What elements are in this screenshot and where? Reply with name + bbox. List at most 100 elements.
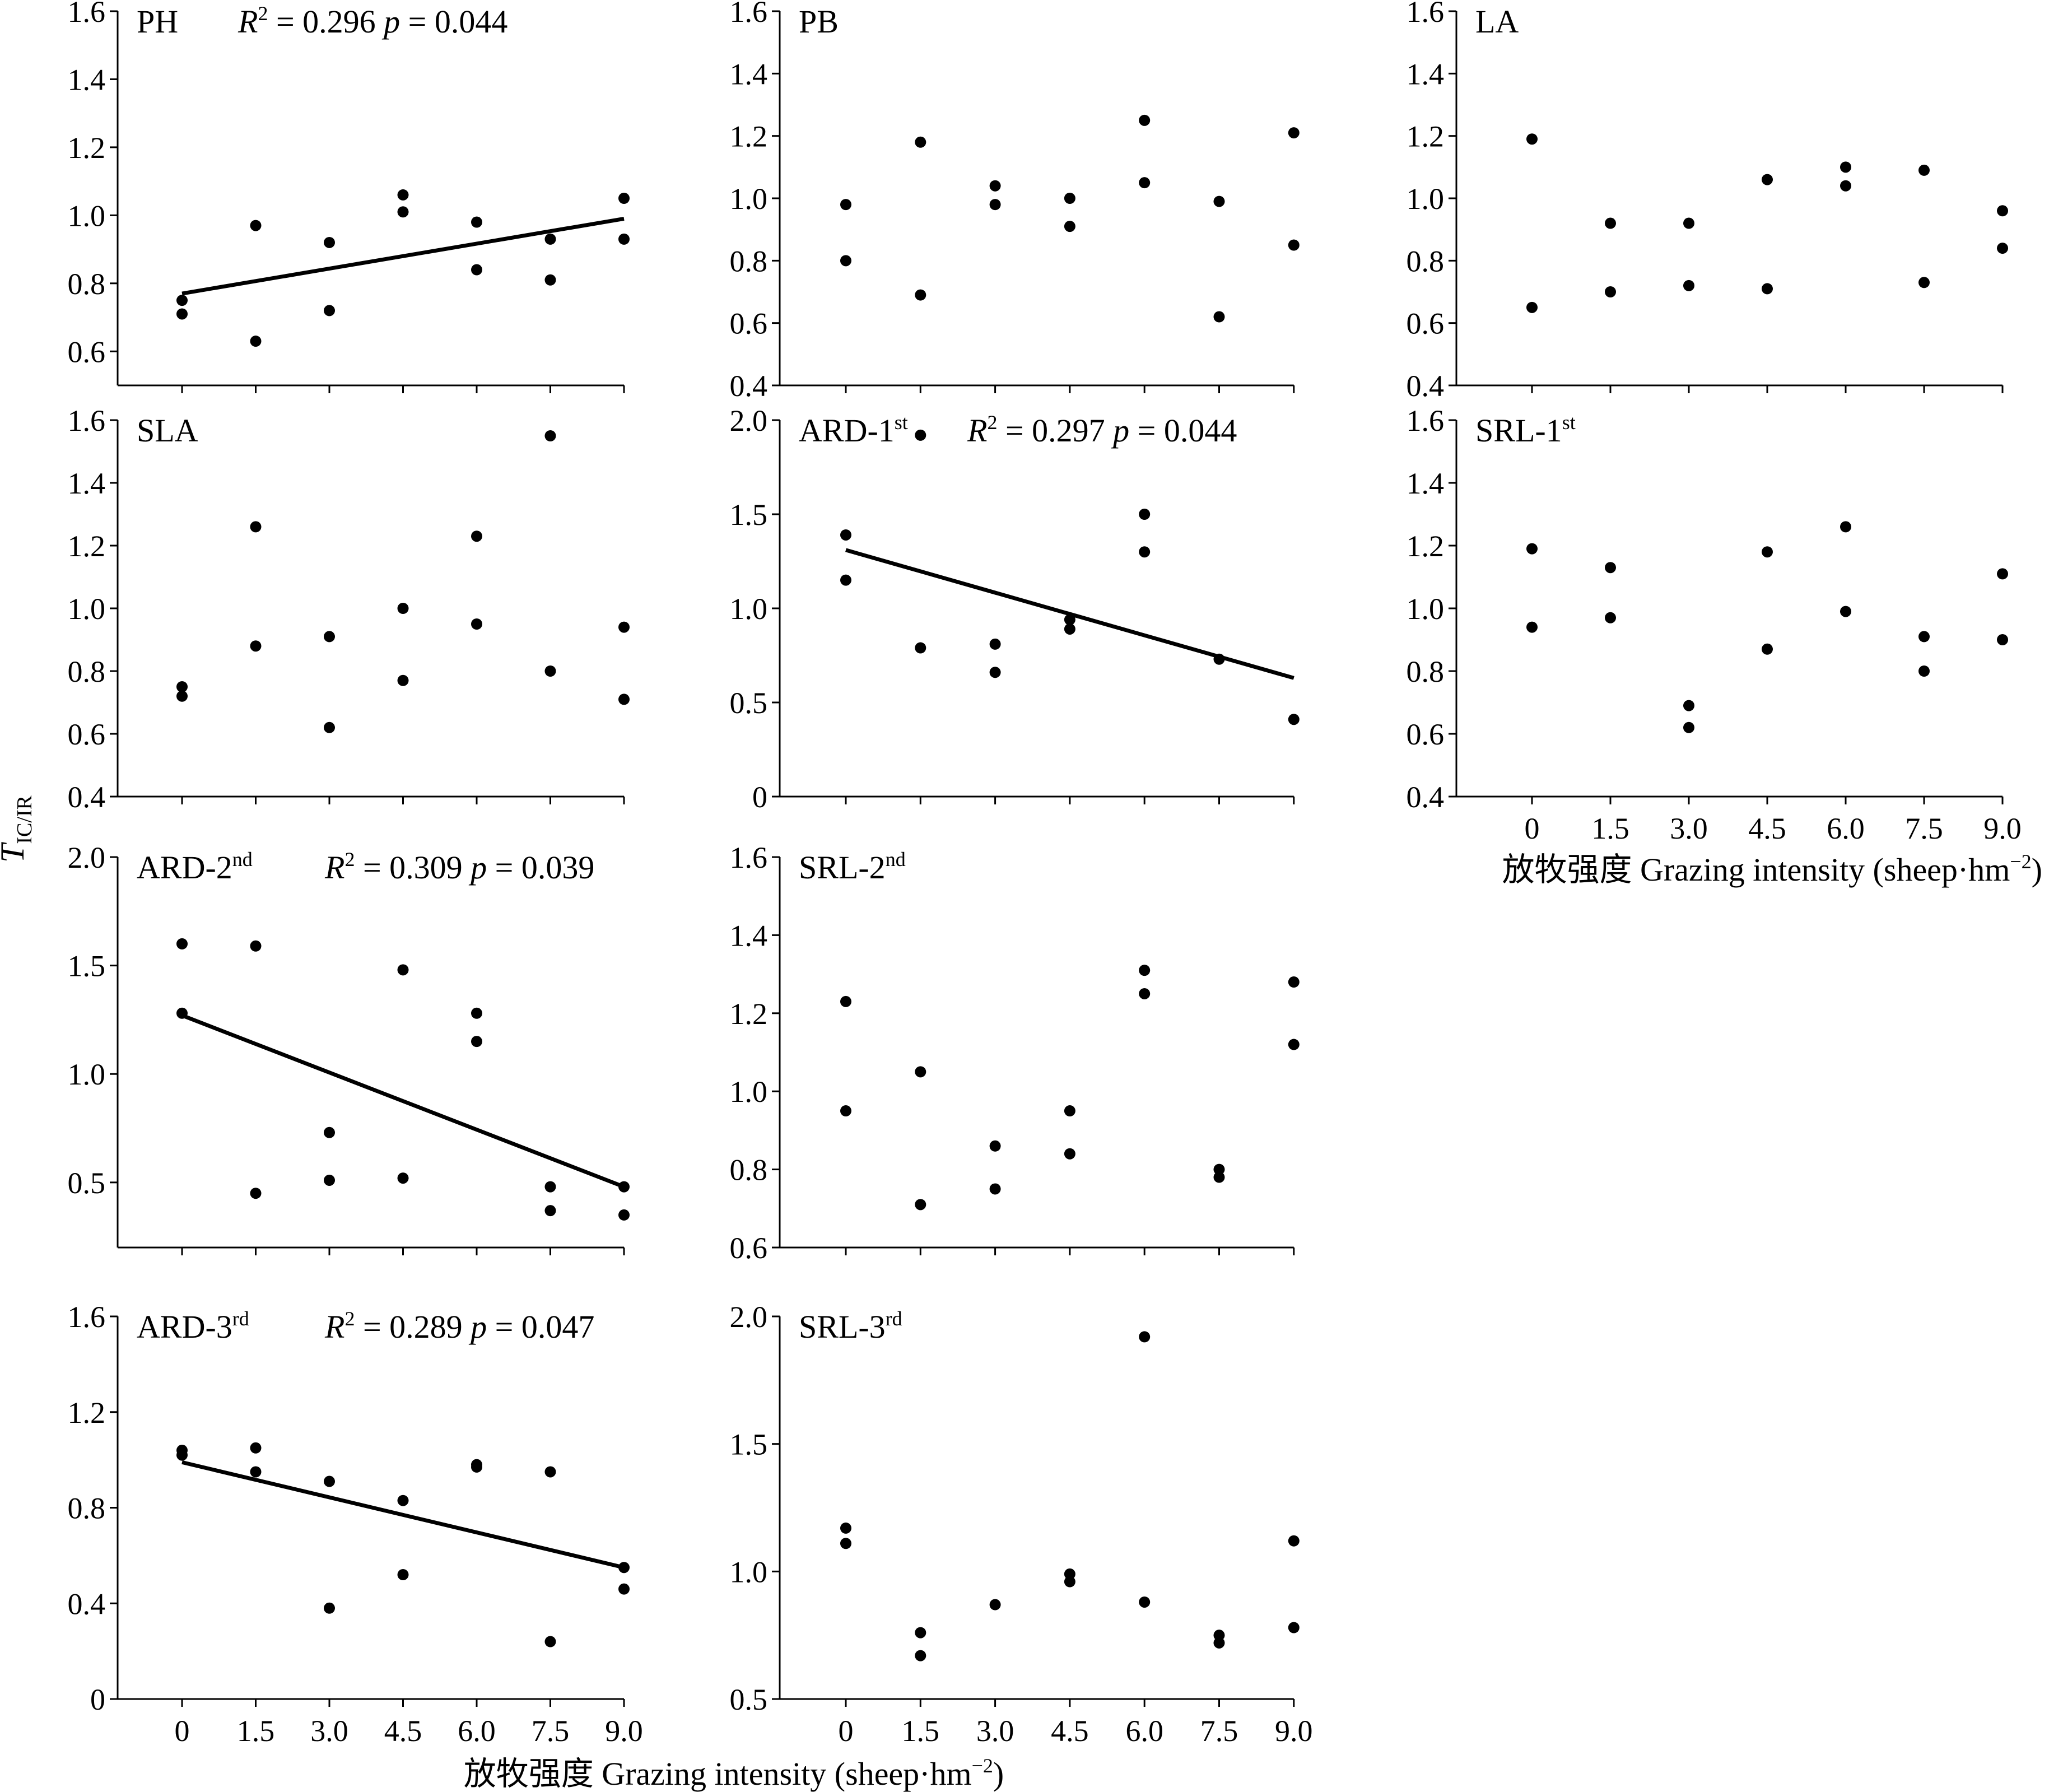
data-point: [1605, 217, 1616, 229]
fit-statistics: R2 = 0.309 p = 0.039: [324, 848, 594, 886]
data-point: [1918, 164, 1930, 176]
x-tick-label: 6.0: [1827, 812, 1865, 845]
data-point: [250, 1466, 262, 1478]
data-point: [1605, 286, 1616, 297]
y-tick-label: 0.4: [68, 1587, 106, 1621]
x-tick-label: 7.5: [532, 1714, 570, 1748]
y-tick-label: 0.6: [68, 718, 106, 751]
panel-label: SRL-1st: [1475, 411, 1576, 449]
data-point: [397, 1569, 409, 1581]
data-point: [1139, 965, 1151, 976]
data-point: [1213, 1163, 1225, 1175]
data-point: [1762, 174, 1773, 185]
data-point: [544, 665, 556, 677]
x-tick-label: 0: [839, 1714, 854, 1748]
data-point: [1526, 543, 1538, 555]
data-point: [1213, 1171, 1225, 1183]
data-point: [1918, 631, 1930, 643]
data-point: [1683, 700, 1694, 711]
data-point: [250, 220, 262, 231]
y-axis-title-main: T: [0, 842, 31, 863]
x-axis-title-right: 放牧强度 Grazing intensity (sheep·hm−2): [1502, 850, 2042, 888]
panel-label: ARD-2nd: [137, 848, 253, 886]
y-tick-label: 1.0: [730, 182, 768, 216]
y-tick-label: 1.2: [68, 529, 106, 563]
data-point: [250, 336, 262, 347]
y-tick-label: 0.8: [68, 267, 106, 301]
data-point: [397, 189, 409, 201]
data-point: [915, 1627, 926, 1639]
y-tick-label: 0.8: [730, 244, 768, 278]
regression-line: [845, 548, 1294, 680]
y-tick-label: 1.4: [1407, 57, 1445, 91]
data-point: [544, 1636, 556, 1647]
data-point: [397, 1495, 409, 1506]
data-point: [1288, 1039, 1300, 1050]
x-tick-label: 3.0: [976, 1714, 1014, 1748]
y-tick-label: 1.0: [730, 1075, 768, 1109]
y-tick-label: 1.4: [730, 919, 768, 952]
y-tick-label: 0.5: [730, 1683, 768, 1716]
data-point: [471, 1036, 482, 1048]
x-axis-title-bottom: 放牧强度 Grazing intensity (sheep·hm−2): [464, 1754, 1004, 1792]
data-point: [989, 1183, 1001, 1195]
y-tick-label: 1.0: [68, 1058, 106, 1091]
data-point: [915, 289, 926, 301]
y-tick-label: 1.0: [68, 592, 106, 626]
data-point: [471, 1007, 482, 1019]
data-point: [989, 1599, 1001, 1611]
data-point: [1997, 243, 2008, 254]
y-tick-label: 0.5: [68, 1166, 106, 1200]
data-point: [324, 722, 335, 733]
y-tick-label: 1.2: [68, 131, 106, 165]
y-tick-label: 1.2: [68, 1396, 106, 1430]
data-point: [544, 430, 556, 441]
y-axis-title: TIC/IR: [0, 795, 36, 863]
data-point: [176, 938, 188, 949]
y-tick-label: 0: [90, 1683, 105, 1716]
x-tick-label: 7.5: [1905, 812, 1943, 845]
panel-ard-2nd: 0.5 1.0 1.5 2.0 ARD-2nd R2 = 0.309 p = 0.039: [68, 841, 630, 1255]
data-point: [324, 1127, 335, 1138]
data-point: [1288, 1535, 1300, 1547]
panel-la: 0.4 0.6 0.8 1.0 1.2 1.4 1.6 LA: [1407, 0, 2008, 403]
y-tick-label: 1.5: [730, 498, 768, 532]
data-point: [989, 638, 1001, 650]
y-tick-label: 0: [752, 780, 767, 814]
data-point: [176, 1007, 188, 1019]
y-tick-label: 0.6: [730, 307, 768, 341]
x-tick-label: 4.5: [384, 1714, 422, 1748]
data-point: [1213, 1637, 1225, 1649]
data-point: [471, 264, 482, 276]
data-point: [471, 216, 482, 228]
y-tick-label: 0.6: [730, 1231, 768, 1265]
x-tick-label: 4.5: [1051, 1714, 1089, 1748]
y-tick-label: 1.6: [68, 0, 106, 29]
data-point: [618, 1562, 630, 1574]
y-tick-label: 1.6: [730, 0, 768, 29]
x-tick-label: 9.0: [605, 1714, 643, 1748]
data-point: [1605, 612, 1616, 623]
regression-line: [181, 1460, 625, 1570]
data-point: [397, 206, 409, 218]
data-point: [176, 295, 188, 306]
x-tick-label: 7.5: [1200, 1714, 1238, 1748]
panel-label: SRL-2nd: [799, 848, 906, 886]
data-point: [989, 667, 1001, 678]
data-point: [840, 1538, 851, 1549]
data-point: [1526, 621, 1538, 633]
data-point: [1288, 1622, 1300, 1633]
data-point: [915, 1066, 926, 1078]
y-tick-label: 1.6: [1407, 0, 1445, 29]
data-point: [1762, 283, 1773, 295]
panel-ard-1st: 0 0.5 1.0 1.5 2.0 ARD-1st R2 = 0.297 p = 0.044: [730, 404, 1300, 814]
panel-label: ARD-1st: [799, 411, 908, 449]
panel-srl-3rd: 0.5 1.0 1.5 2.0 0 1.5 3.0 4.5 6.0 7.5 9.0 SRL-3rd: [730, 1300, 1313, 1748]
data-point: [176, 681, 188, 692]
x-tick-label: 3.0: [310, 1714, 348, 1748]
data-point: [397, 603, 409, 614]
y-tick-label: 1.4: [68, 63, 106, 96]
y-tick-label: 0.8: [1407, 655, 1445, 688]
y-tick-label: 0.4: [1407, 780, 1445, 814]
data-point: [618, 621, 630, 633]
